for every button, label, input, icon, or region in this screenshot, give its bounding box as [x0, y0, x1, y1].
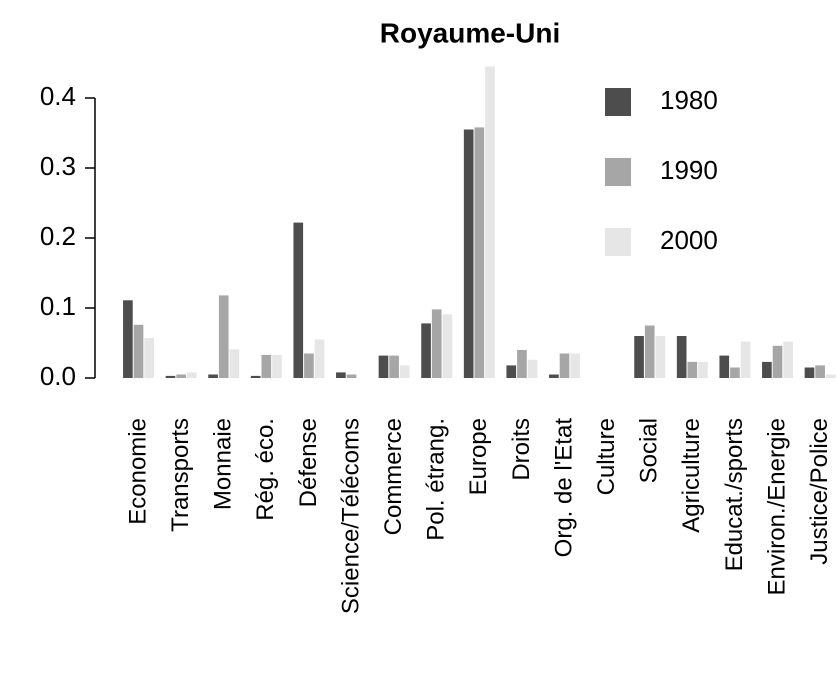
- bar: [644, 325, 655, 378]
- bar: [176, 374, 186, 378]
- bar: [133, 324, 144, 378]
- x-tick-label: Justice/Police: [806, 418, 833, 565]
- bar: [783, 341, 793, 378]
- bar: [293, 222, 304, 378]
- x-tick-label: Economie: [124, 418, 151, 525]
- bar: [825, 374, 836, 378]
- bar: [218, 295, 229, 378]
- bar: [474, 127, 485, 379]
- bar: [165, 375, 176, 378]
- bar: [272, 354, 282, 378]
- bar: [346, 374, 357, 378]
- x-tick-label: Educat./sports: [721, 418, 748, 571]
- x-tick-label: Pol. étrang.: [423, 418, 450, 541]
- bar: [186, 372, 197, 378]
- y-tick-label: 0.2: [40, 221, 76, 251]
- y-tick-label: 0.3: [40, 151, 76, 181]
- bar: [250, 375, 261, 378]
- bar: [676, 336, 687, 378]
- legend-swatch: [605, 158, 631, 186]
- bar: [399, 365, 410, 378]
- bar: [687, 361, 698, 378]
- y-tick-label: 0.0: [40, 361, 76, 391]
- bar: [314, 339, 325, 378]
- bar: [421, 323, 431, 378]
- x-tick-label: Commerce: [380, 418, 407, 535]
- legend-label: 1990: [660, 155, 718, 185]
- bar: [378, 355, 389, 378]
- bar: [634, 336, 644, 378]
- bar: [549, 374, 559, 378]
- bar: [463, 129, 474, 378]
- bar: [730, 367, 740, 378]
- chart-title: Royaume-Uni: [380, 17, 560, 48]
- x-tick-label: Défense: [295, 418, 322, 507]
- x-tick-label: Transports: [167, 418, 194, 532]
- x-tick-label: Culture: [593, 418, 620, 495]
- x-tick-label: Environ./Energie: [763, 418, 790, 595]
- bar: [719, 355, 730, 378]
- bar: [762, 361, 772, 378]
- bar: [804, 367, 815, 378]
- x-tick-label: Agriculture: [678, 418, 705, 533]
- legend-swatch: [605, 228, 631, 256]
- bar: [772, 345, 783, 378]
- x-tick-label: Droits: [508, 418, 535, 481]
- x-tick-label: Europe: [465, 418, 492, 495]
- bar: [570, 353, 580, 378]
- bar: [815, 365, 825, 378]
- y-tick-label: 0.4: [40, 81, 76, 111]
- y-tick-label: 0.1: [40, 291, 76, 321]
- legend-label: 1980: [660, 85, 718, 115]
- bar: [144, 338, 154, 378]
- x-tick-label: Science/Télécoms: [337, 418, 364, 614]
- legend-label: 2000: [660, 225, 718, 255]
- bar: [261, 354, 272, 378]
- bar: [208, 374, 218, 378]
- bar: [559, 353, 570, 378]
- bar: [229, 349, 240, 378]
- bar: [698, 361, 708, 378]
- bar: [389, 355, 399, 378]
- bar: [304, 353, 314, 378]
- bar: [517, 350, 527, 378]
- bar: [527, 359, 538, 378]
- bar: [431, 309, 442, 378]
- x-tick-label: Org. de l'Etat: [550, 418, 577, 558]
- bar: [655, 336, 666, 378]
- bar: [506, 365, 517, 378]
- bar: [485, 66, 495, 378]
- bar: [442, 314, 453, 378]
- bar: [123, 300, 133, 378]
- bar: [740, 341, 751, 378]
- legend-swatch: [605, 88, 631, 116]
- x-tick-label: Social: [636, 418, 663, 483]
- x-tick-label: Monnaie: [210, 418, 237, 510]
- x-tick-label: Rég. éco.: [252, 418, 279, 521]
- bar: [336, 372, 346, 378]
